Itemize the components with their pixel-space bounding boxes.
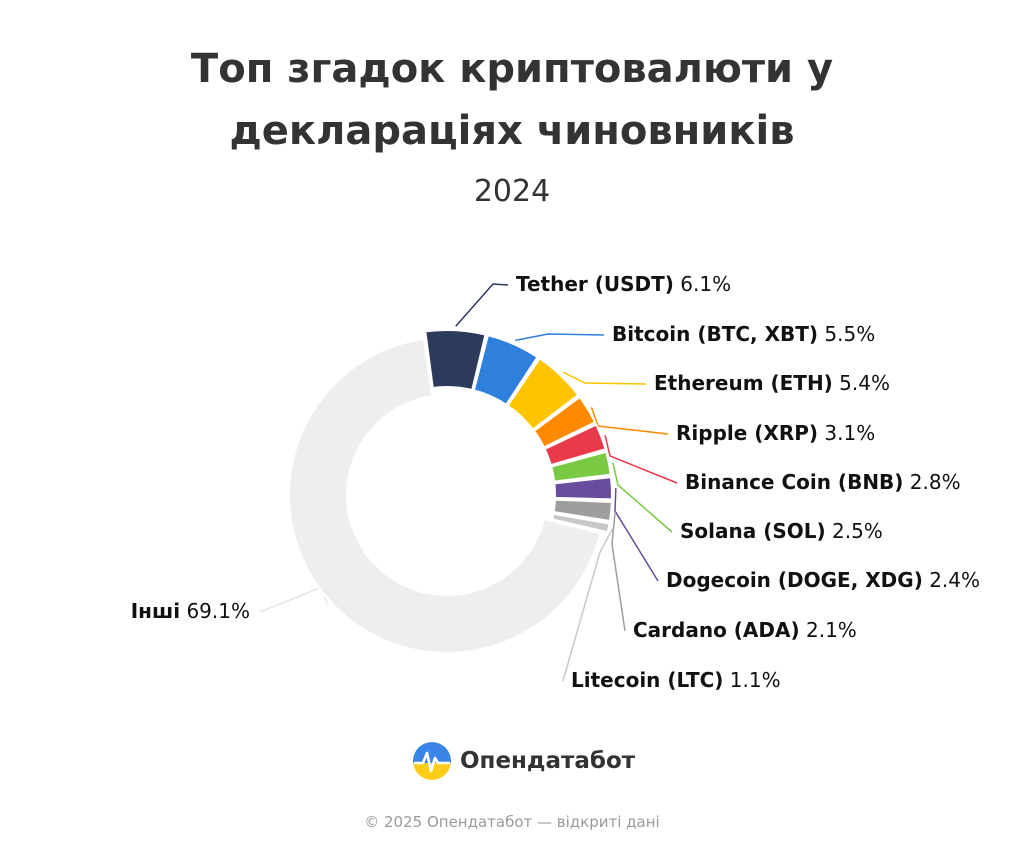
slice-label-ethereum-eth: Ethereum (ETH) 5.4% (654, 371, 890, 395)
brand-name: Опендатабот (460, 748, 636, 774)
leader-line-solana-sol (612, 462, 673, 533)
leader-line-litecoin-ltc (562, 528, 614, 682)
slice-label-litecoin-ltc: Litecoin (LTC) 1.1% (571, 668, 781, 692)
slice-інші[interactable] (288, 337, 602, 654)
slice-labels: Tether (USDT) 6.1% Bitcoin (BTC, XBT) 5.5… (131, 272, 980, 692)
leader-line-tether-usdt (455, 283, 509, 327)
slice-label-cardano-ada: Cardano (ADA) 2.1% (633, 618, 857, 642)
chart-subtitle: 2024 (473, 174, 551, 209)
leader-line-ripple-xrp (590, 406, 669, 435)
leader-line-dogecoin-doge-xdg (614, 488, 659, 582)
slice-label-ripple-xrp: Ripple (XRP) 3.1% (676, 421, 875, 445)
slice-solana-sol[interactable] (550, 450, 612, 483)
slice-bitcoin-btc-xbt[interactable] (472, 334, 539, 406)
slice-ripple-xrp[interactable] (532, 396, 597, 449)
donut-slices (288, 329, 613, 654)
slice-label-bitcoin-btc-xbt: Bitcoin (BTC, XBT) 5.5% (612, 322, 875, 346)
leader-line-bitcoin-btc-xbt (515, 333, 605, 342)
slice-cardano-ada[interactable] (552, 498, 613, 523)
slice-litecoin-ltc[interactable] (551, 512, 611, 534)
slice-label-dogecoin-doge-xdg: Dogecoin (DOGE, XDG) 2.4% (666, 568, 980, 592)
slice-label-solana-sol: Solana (SOL) 2.5% (680, 519, 883, 543)
chart-title: Топ згадок криптовалюти у деклараціях чи… (0, 38, 1024, 162)
leader-line-cardano-ada (611, 511, 626, 632)
opendatabot-logo-icon (413, 742, 451, 780)
leader-line-ethereum-eth (562, 371, 647, 385)
slice-label-binance-coin-bnb: Binance Coin (BNB) 2.8% (685, 470, 961, 494)
copyright-text: © 2025 Опендатабот — відкриті дані (364, 813, 660, 831)
slice-label-інші: Інші 69.1% (131, 599, 250, 623)
slice-tether-usdt[interactable] (424, 329, 487, 391)
brand: Опендатабот (412, 741, 635, 781)
slice-dogecoin-doge-xdg[interactable] (553, 476, 613, 501)
slice-ethereum-eth[interactable] (506, 357, 580, 431)
leader-lines (259, 283, 678, 682)
chart-title-line-2: деклараціях чиновників (229, 108, 795, 154)
leader-line-binance-coin-bnb (604, 435, 678, 484)
slice-binance-coin-bnb[interactable] (543, 423, 607, 467)
slice-label-tether-usdt: Tether (USDT) 6.1% (516, 272, 731, 296)
leader-line-інші (259, 585, 328, 613)
chart-title-line-1: Топ згадок криптовалюти у (190, 46, 834, 92)
